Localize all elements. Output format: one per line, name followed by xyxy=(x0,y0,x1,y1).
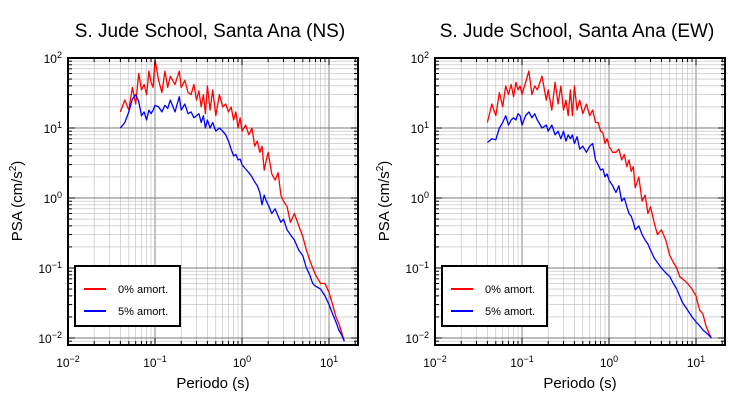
chart-ew-x-tick-label: 101 xyxy=(687,354,705,370)
chart-ew-series-line-amort-0 xyxy=(486,70,712,339)
chart-ns-legend-label-0: 0% amort. xyxy=(118,284,168,296)
chart-ns-legend-box xyxy=(74,265,181,327)
chart-ew-ticks xyxy=(434,57,725,346)
chart-ew: S. Jude School, Santa Ana (EW) 10−2 10−1… xyxy=(375,21,726,392)
chart-ew-legend-label-1: 5% amort. xyxy=(485,306,535,318)
chart-ns-x-tick-labels: 10−2 10−1 100 101 xyxy=(56,354,338,370)
chart-ew-y-tick-labels: 102 101 100 10−1 10−2 xyxy=(405,50,429,346)
chart-ew-x-axis-label: Periodo (s) xyxy=(543,375,616,392)
chart-ew-series xyxy=(486,70,712,339)
chart-ns-series-line-amort-5 xyxy=(119,93,345,342)
chart-ns: S. Jude School, Santa Ana (NS) 10−2 10−1… xyxy=(8,21,359,392)
chart-ew-series-line-amort-5 xyxy=(486,111,712,339)
chart-ew-legend-label-0: 0% amort. xyxy=(485,284,535,296)
chart-ew-x-tick-label: 10−1 xyxy=(510,354,534,370)
chart-ns-x-tick-label: 100 xyxy=(233,354,251,370)
chart-ns-x-tick-label: 101 xyxy=(320,354,338,370)
chart-ns-y-tick-label: 10−2 xyxy=(38,330,62,346)
chart-ew-x-tick-labels: 10−2 10−1 100 101 xyxy=(423,354,705,370)
chart-ew-y-tick-label: 10−1 xyxy=(405,260,429,276)
chart-ns-y-tick-labels: 102 101 100 10−1 10−2 xyxy=(38,50,62,346)
chart-ns-y-axis-label: PSA (cm/s2) xyxy=(8,161,26,242)
chart-ns-legend-label-1: 5% amort. xyxy=(118,306,168,318)
chart-ew-x-tick-label: 100 xyxy=(600,354,618,370)
chart-ns-x-axis-label: Periodo (s) xyxy=(176,375,249,392)
chart-ns-series xyxy=(119,58,345,342)
chart-ns-x-tick-label: 10−1 xyxy=(143,354,167,370)
chart-ns-y-tick-label: 101 xyxy=(44,120,62,136)
chart-ns-y-tick-label: 10−1 xyxy=(38,260,62,276)
chart-ew-y-tick-label: 101 xyxy=(411,120,429,136)
chart-ns-y-tick-label: 100 xyxy=(44,190,62,206)
chart-ew-y-tick-label: 10−2 xyxy=(405,330,429,346)
chart-ns-series-line-amort-0 xyxy=(119,58,345,342)
chart-ns-y-tick-label: 102 xyxy=(44,50,62,66)
chart-ew-y-tick-label: 102 xyxy=(411,50,429,66)
chart-ns-legend: 0% amort. 5% amort. xyxy=(74,265,181,327)
chart-ew-y-axis-label: PSA (cm/s2) xyxy=(375,161,393,242)
chart-ew-legend: 0% amort. 5% amort. xyxy=(441,265,548,327)
chart-ew-legend-box xyxy=(441,265,548,327)
chart-ns-title: S. Jude School, Santa Ana (NS) xyxy=(75,21,345,42)
chart-ns-x-tick-label: 10−2 xyxy=(56,354,80,370)
chart-ew-y-tick-label: 100 xyxy=(411,190,429,206)
chart-ew-title: S. Jude School, Santa Ana (EW) xyxy=(440,21,715,42)
chart-ew-x-tick-label: 10−2 xyxy=(423,354,447,370)
chart-ns-ticks xyxy=(67,57,358,346)
